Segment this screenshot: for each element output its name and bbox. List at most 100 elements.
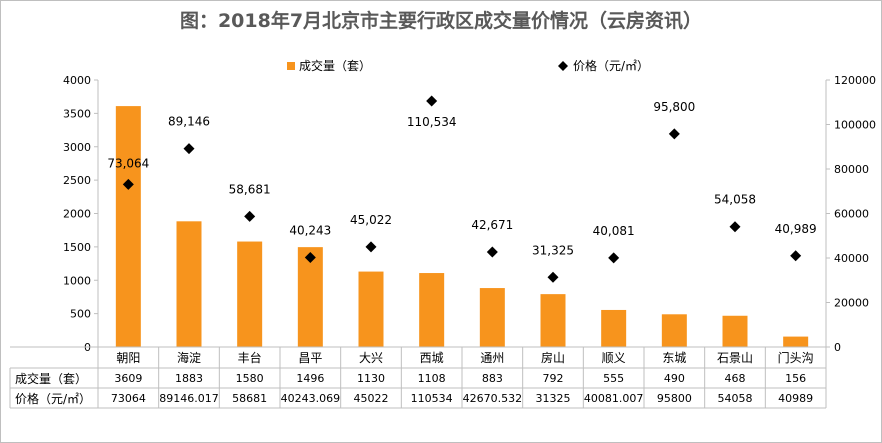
category-label: 昌平	[298, 351, 322, 365]
left-tick-label: 1500	[63, 241, 91, 254]
bar	[722, 315, 748, 347]
bar	[176, 221, 202, 347]
table-cell-volume: 555	[603, 372, 624, 385]
price-point	[547, 271, 559, 283]
category-label: 石景山	[717, 351, 753, 365]
price-point	[304, 251, 316, 263]
price-point	[729, 221, 741, 233]
table-cell-volume: 490	[664, 372, 685, 385]
legend-price-marker	[558, 61, 568, 71]
bar	[115, 106, 141, 348]
price-point	[426, 95, 438, 107]
table-cell-price: 58681	[232, 392, 267, 405]
table-row-header-volume: 成交量（套）	[15, 371, 87, 386]
legend-price-label: 价格（元/㎡）	[573, 58, 649, 73]
legend-bar-label: 成交量（套）	[299, 58, 371, 73]
bar	[237, 241, 263, 347]
price-data-label: 58,681	[229, 182, 271, 196]
left-tick-label: 3500	[63, 107, 91, 120]
right-tick-label: 20000	[834, 297, 869, 310]
left-tick-label: 4000	[63, 74, 91, 87]
table-cell-price: 31325	[536, 392, 571, 405]
price-point	[486, 246, 498, 258]
price-point	[790, 250, 802, 262]
bar	[419, 273, 445, 347]
table-cell-price: 95800	[657, 392, 692, 405]
bar	[601, 309, 627, 347]
left-tick-label: 1000	[63, 274, 91, 287]
bar	[540, 294, 566, 347]
price-point	[183, 143, 195, 155]
bar	[479, 288, 505, 347]
price-data-label: 45,022	[350, 213, 392, 227]
price-data-label: 40,989	[775, 222, 817, 236]
table-cell-volume: 3609	[114, 372, 142, 385]
price-data-label: 110,534	[407, 115, 457, 129]
table-row-header-price: 价格（元/㎡）	[15, 391, 91, 406]
table-cell-price: 42670.532	[463, 392, 523, 405]
bar	[358, 271, 384, 347]
left-tick-label: 2500	[63, 174, 91, 187]
table-cell-volume: 1580	[236, 372, 264, 385]
table-cell-volume: 156	[785, 372, 806, 385]
data-table: 成交量（套） 价格（元/㎡） 朝阳 3609 73064 海淀 1883 89146.017 丰…	[9, 346, 827, 409]
left-tick-label: 2000	[63, 208, 91, 221]
price-point	[668, 128, 680, 140]
table-cell-volume: 792	[543, 372, 564, 385]
right-tick-label: 60000	[834, 208, 869, 221]
category-label: 朝阳	[116, 351, 140, 365]
price-point	[365, 241, 377, 253]
legend-bar-swatch	[287, 62, 295, 70]
left-tick-label: 500	[70, 308, 91, 321]
table-cell-price: 110534	[411, 392, 453, 405]
price-data-label: 54,058	[714, 193, 756, 207]
table-cell-price: 89146.017	[159, 392, 219, 405]
chart-title: 图：2018年7月北京市主要行政区成交量价情况（云房资讯）	[179, 10, 703, 32]
price-point	[608, 252, 620, 264]
right-tick-label: 0	[834, 341, 841, 354]
category-label: 门头沟	[778, 350, 814, 365]
table-cell-volume: 1496	[296, 372, 324, 385]
axes-group: 0 500 1000 1500 2000 2500 3000 3500 40000 20000 40…	[63, 74, 876, 354]
category-label: 海淀	[177, 350, 201, 365]
table-cell-volume: 1130	[357, 372, 385, 385]
price-point	[244, 210, 256, 222]
price-point	[122, 178, 134, 190]
bar	[661, 314, 687, 347]
category-label: 房山	[541, 350, 565, 365]
right-tick-label: 100000	[834, 119, 876, 132]
table-cell-price: 40989	[778, 392, 813, 405]
right-tick-label: 120000	[834, 74, 876, 87]
category-label: 西城	[420, 351, 444, 365]
category-label: 大兴	[359, 351, 383, 365]
price-data-label: 40,081	[593, 224, 635, 238]
price-data-label: 31,325	[532, 243, 574, 257]
bar	[297, 247, 323, 347]
price-data-label: 89,146	[168, 115, 210, 129]
price-data-label: 73,064	[107, 156, 149, 170]
table-cell-volume: 1883	[175, 372, 203, 385]
price-data-label: 95,800	[653, 100, 695, 114]
table-cell-price: 40243.069	[281, 392, 341, 405]
price-series: 73,064 89,146 58,681 40,243 45,022 110,534 42,…	[107, 95, 817, 283]
bar-series	[115, 106, 809, 348]
right-tick-label: 80000	[834, 163, 869, 176]
price-data-label: 40,243	[289, 223, 331, 237]
table-cell-price: 73064	[111, 392, 146, 405]
legend: 成交量（套） 价格（元/㎡）	[287, 58, 649, 73]
category-label: 通州	[480, 351, 504, 365]
category-label: 东城	[662, 351, 686, 365]
bar	[783, 336, 809, 347]
table-cell-volume: 883	[482, 372, 503, 385]
price-data-label: 42,671	[471, 218, 513, 232]
table-cell-price: 40081.007	[584, 392, 644, 405]
category-label: 丰台	[238, 350, 262, 365]
table-cell-volume: 468	[725, 372, 746, 385]
table-cell-price: 54058	[718, 392, 753, 405]
table-cell-price: 45022	[354, 392, 389, 405]
right-tick-label: 40000	[834, 252, 869, 265]
table-cell-volume: 1108	[418, 372, 446, 385]
category-label: 顺义	[602, 351, 626, 365]
left-tick-label: 3000	[63, 141, 91, 154]
